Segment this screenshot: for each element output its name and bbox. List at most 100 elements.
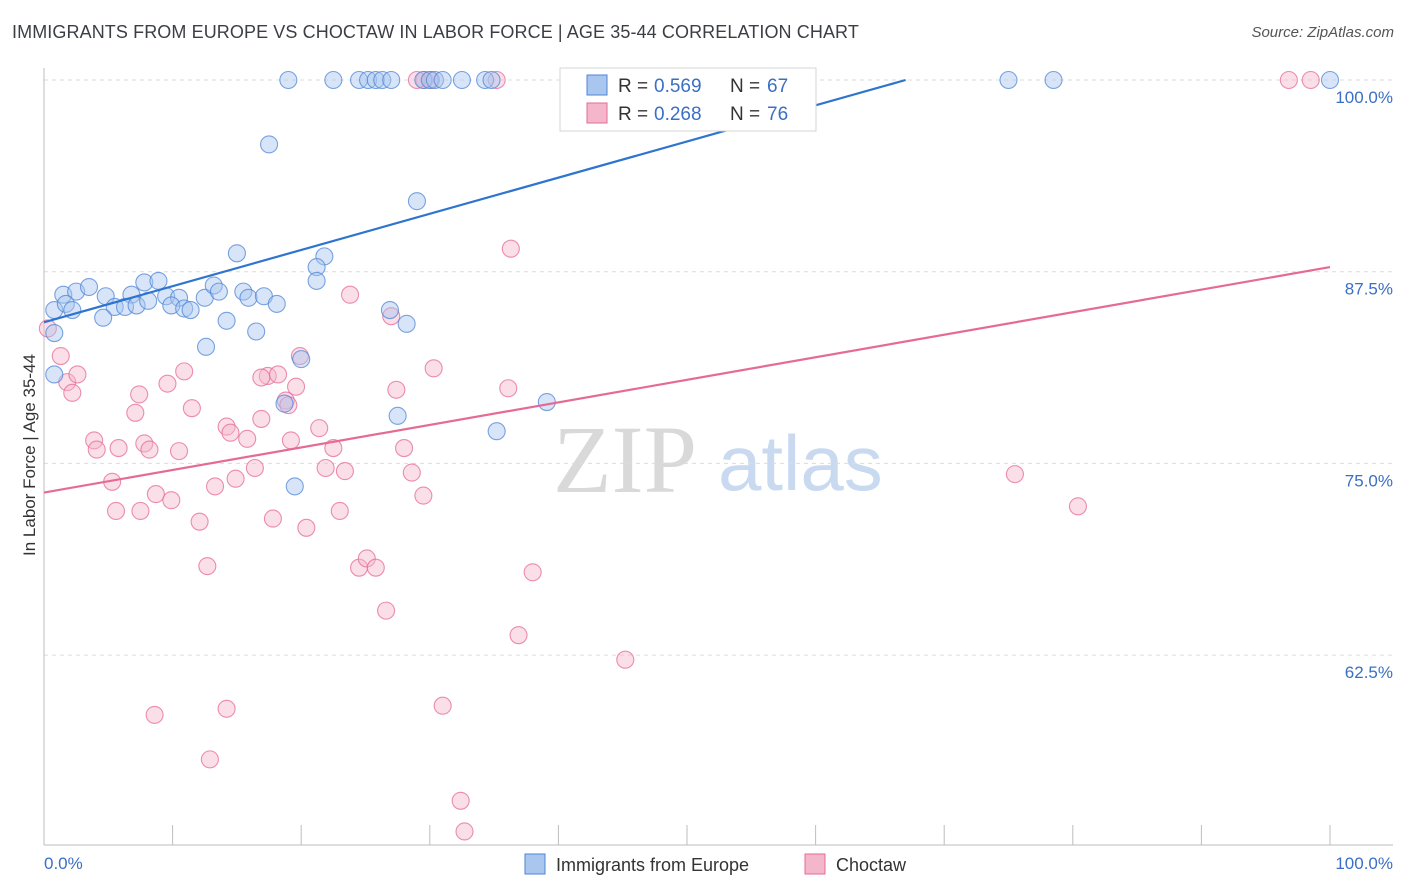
europe-point bbox=[425, 70, 444, 90]
choctaw-point bbox=[126, 403, 145, 422]
europe-point bbox=[135, 273, 154, 292]
series-legend: Immigrants from Europe Choctaw bbox=[524, 853, 907, 875]
choctaw-point bbox=[269, 365, 288, 384]
choctaw-point bbox=[252, 368, 271, 387]
choctaw-point bbox=[245, 458, 264, 478]
europe-point bbox=[452, 70, 472, 90]
choctaw-point bbox=[407, 70, 426, 90]
y-tick-label: 87.5% bbox=[1345, 280, 1393, 299]
choctaw-point bbox=[145, 705, 164, 724]
choctaw-point bbox=[1005, 465, 1024, 484]
y-tick-labels: 62.5% 75.0% 87.5% 100.0% bbox=[1335, 88, 1393, 682]
europe-point bbox=[247, 322, 266, 341]
choctaw-point bbox=[281, 431, 300, 450]
choctaw-point bbox=[169, 442, 189, 461]
europe-point bbox=[79, 277, 99, 297]
choctaw-point bbox=[1279, 70, 1298, 90]
choctaw-point bbox=[51, 346, 70, 366]
choctaw-point bbox=[316, 458, 335, 478]
europe-point bbox=[1044, 70, 1063, 90]
choctaw-point bbox=[395, 439, 414, 458]
choctaw-point bbox=[414, 486, 433, 505]
choctaw-point bbox=[499, 379, 518, 398]
choctaw-point bbox=[68, 365, 87, 384]
choctaw-point bbox=[252, 409, 271, 428]
choctaw-point bbox=[424, 359, 443, 378]
choctaw-point bbox=[130, 385, 149, 404]
europe-point bbox=[267, 294, 286, 313]
axes bbox=[43, 68, 1393, 846]
europe-point bbox=[209, 282, 228, 301]
choctaw-point bbox=[182, 399, 201, 418]
choctaw-point bbox=[335, 462, 354, 481]
choctaw-point bbox=[290, 346, 309, 366]
europe-point bbox=[279, 70, 298, 90]
choctaw-point bbox=[377, 601, 396, 620]
choctaw-point bbox=[238, 429, 257, 448]
europe-point bbox=[227, 244, 246, 263]
europe-point bbox=[999, 70, 1018, 90]
stats-swatch-europe bbox=[586, 74, 608, 96]
choctaw-point bbox=[310, 419, 329, 438]
choctaw-point bbox=[382, 307, 401, 326]
europe-point bbox=[149, 271, 168, 290]
choctaw-trend-line bbox=[43, 266, 1331, 494]
choctaw-point bbox=[387, 380, 406, 399]
choctaw-point bbox=[1301, 70, 1320, 90]
watermark: ZIP atlas bbox=[553, 406, 883, 513]
choctaw-point bbox=[205, 477, 225, 496]
choctaw-point bbox=[200, 750, 219, 769]
stats-r-label-choctaw: R = bbox=[618, 104, 648, 125]
europe-point bbox=[487, 422, 506, 441]
stats-n-value-europe: 67 bbox=[767, 76, 788, 97]
europe-series bbox=[45, 70, 1340, 496]
europe-point bbox=[181, 300, 200, 320]
stats-swatch-choctaw bbox=[586, 102, 608, 124]
choctaw-point bbox=[324, 439, 343, 458]
europe-point bbox=[420, 70, 439, 90]
choctaw-point bbox=[131, 501, 150, 520]
choctaw-point bbox=[198, 557, 217, 576]
x-tick-label-min: 0.0% bbox=[44, 854, 83, 873]
europe-point bbox=[433, 70, 452, 90]
choctaw-point bbox=[509, 626, 528, 645]
choctaw-point bbox=[501, 239, 520, 258]
choctaw-point bbox=[38, 319, 57, 338]
choctaw-point bbox=[366, 558, 385, 577]
legend-label-europe: Immigrants from Europe bbox=[556, 855, 749, 875]
choctaw-point bbox=[263, 509, 282, 528]
europe-point bbox=[382, 70, 401, 90]
choctaw-point bbox=[158, 374, 177, 393]
x-tick-label-max: 100.0% bbox=[1335, 854, 1393, 873]
choctaw-point bbox=[226, 469, 245, 488]
europe-point bbox=[359, 70, 378, 90]
europe-point bbox=[175, 299, 194, 318]
europe-point bbox=[275, 394, 294, 413]
choctaw-point bbox=[106, 501, 126, 520]
europe-point bbox=[94, 308, 113, 327]
europe-point bbox=[239, 288, 258, 307]
legend-label-choctaw: Choctaw bbox=[836, 855, 907, 875]
europe-point bbox=[285, 477, 304, 496]
y-tick-label: 62.5% bbox=[1345, 663, 1393, 682]
choctaw-point bbox=[190, 512, 209, 531]
choctaw-point bbox=[523, 563, 542, 582]
europe-point bbox=[388, 406, 407, 425]
choctaw-point bbox=[162, 491, 181, 510]
choctaw-point bbox=[87, 440, 106, 459]
stats-r-value-choctaw: 0.268 bbox=[654, 104, 702, 125]
europe-point bbox=[380, 300, 399, 320]
europe-point bbox=[407, 192, 426, 211]
europe-point bbox=[217, 311, 236, 330]
choctaw-point bbox=[63, 383, 82, 402]
choctaw-point bbox=[330, 501, 349, 520]
choctaw-point bbox=[221, 423, 240, 442]
source-credit: Source: ZipAtlas.com bbox=[1251, 24, 1394, 41]
europe-point bbox=[292, 350, 311, 369]
choctaw-point bbox=[140, 440, 159, 459]
choctaw-point bbox=[402, 463, 421, 482]
choctaw-point bbox=[616, 650, 635, 669]
stats-r-value-europe: 0.569 bbox=[654, 76, 702, 97]
choctaw-point bbox=[433, 696, 452, 715]
choctaw-point bbox=[297, 518, 316, 537]
